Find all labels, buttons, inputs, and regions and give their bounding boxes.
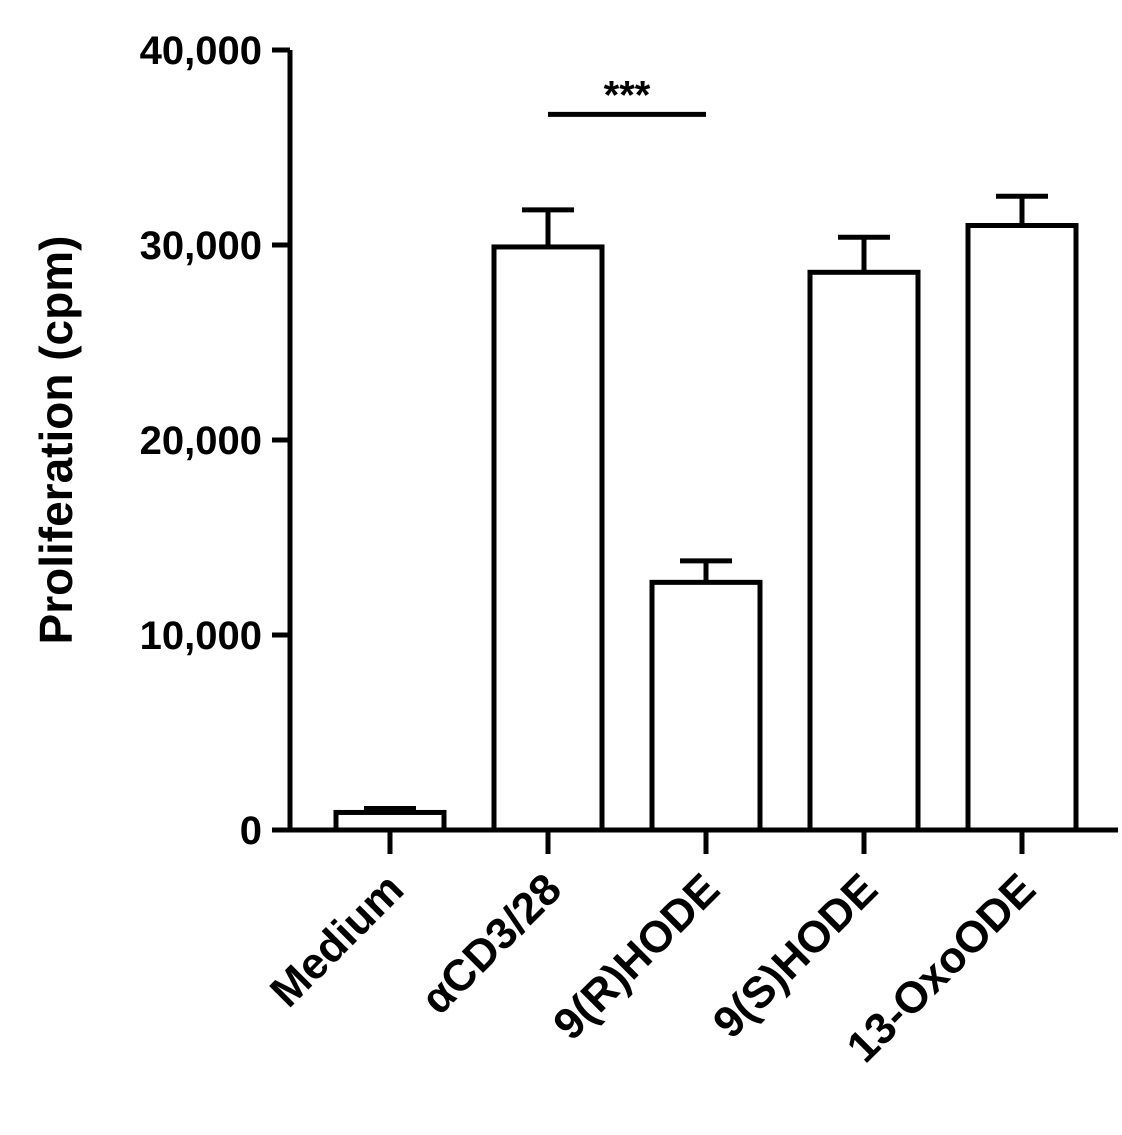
- significance-annotations: ***: [548, 73, 706, 117]
- y-tick-label: 20,000: [140, 419, 262, 463]
- error-bars: [364, 193, 1048, 813]
- bar: [807, 269, 921, 833]
- y-axis-ticks: 0 10,000 20,000 30,000 40,000: [140, 29, 290, 853]
- y-tick-label: 30,000: [140, 224, 262, 268]
- x-tick-label: 9(R)HODE: [544, 864, 729, 1049]
- bar: [649, 579, 763, 833]
- y-tick-label: 10,000: [140, 614, 262, 658]
- bar: [965, 223, 1079, 833]
- x-tick-label: Medium: [261, 864, 413, 1016]
- bar: [491, 244, 605, 833]
- x-tick-label: αCD3/28: [412, 864, 571, 1023]
- significance-stars: ***: [604, 73, 651, 117]
- y-tick-label: 0: [240, 809, 262, 853]
- bars: [333, 223, 1079, 833]
- y-axis-title: Proliferation (cpm): [30, 236, 82, 645]
- y-tick-label: 40,000: [140, 29, 262, 73]
- bar: [333, 809, 447, 833]
